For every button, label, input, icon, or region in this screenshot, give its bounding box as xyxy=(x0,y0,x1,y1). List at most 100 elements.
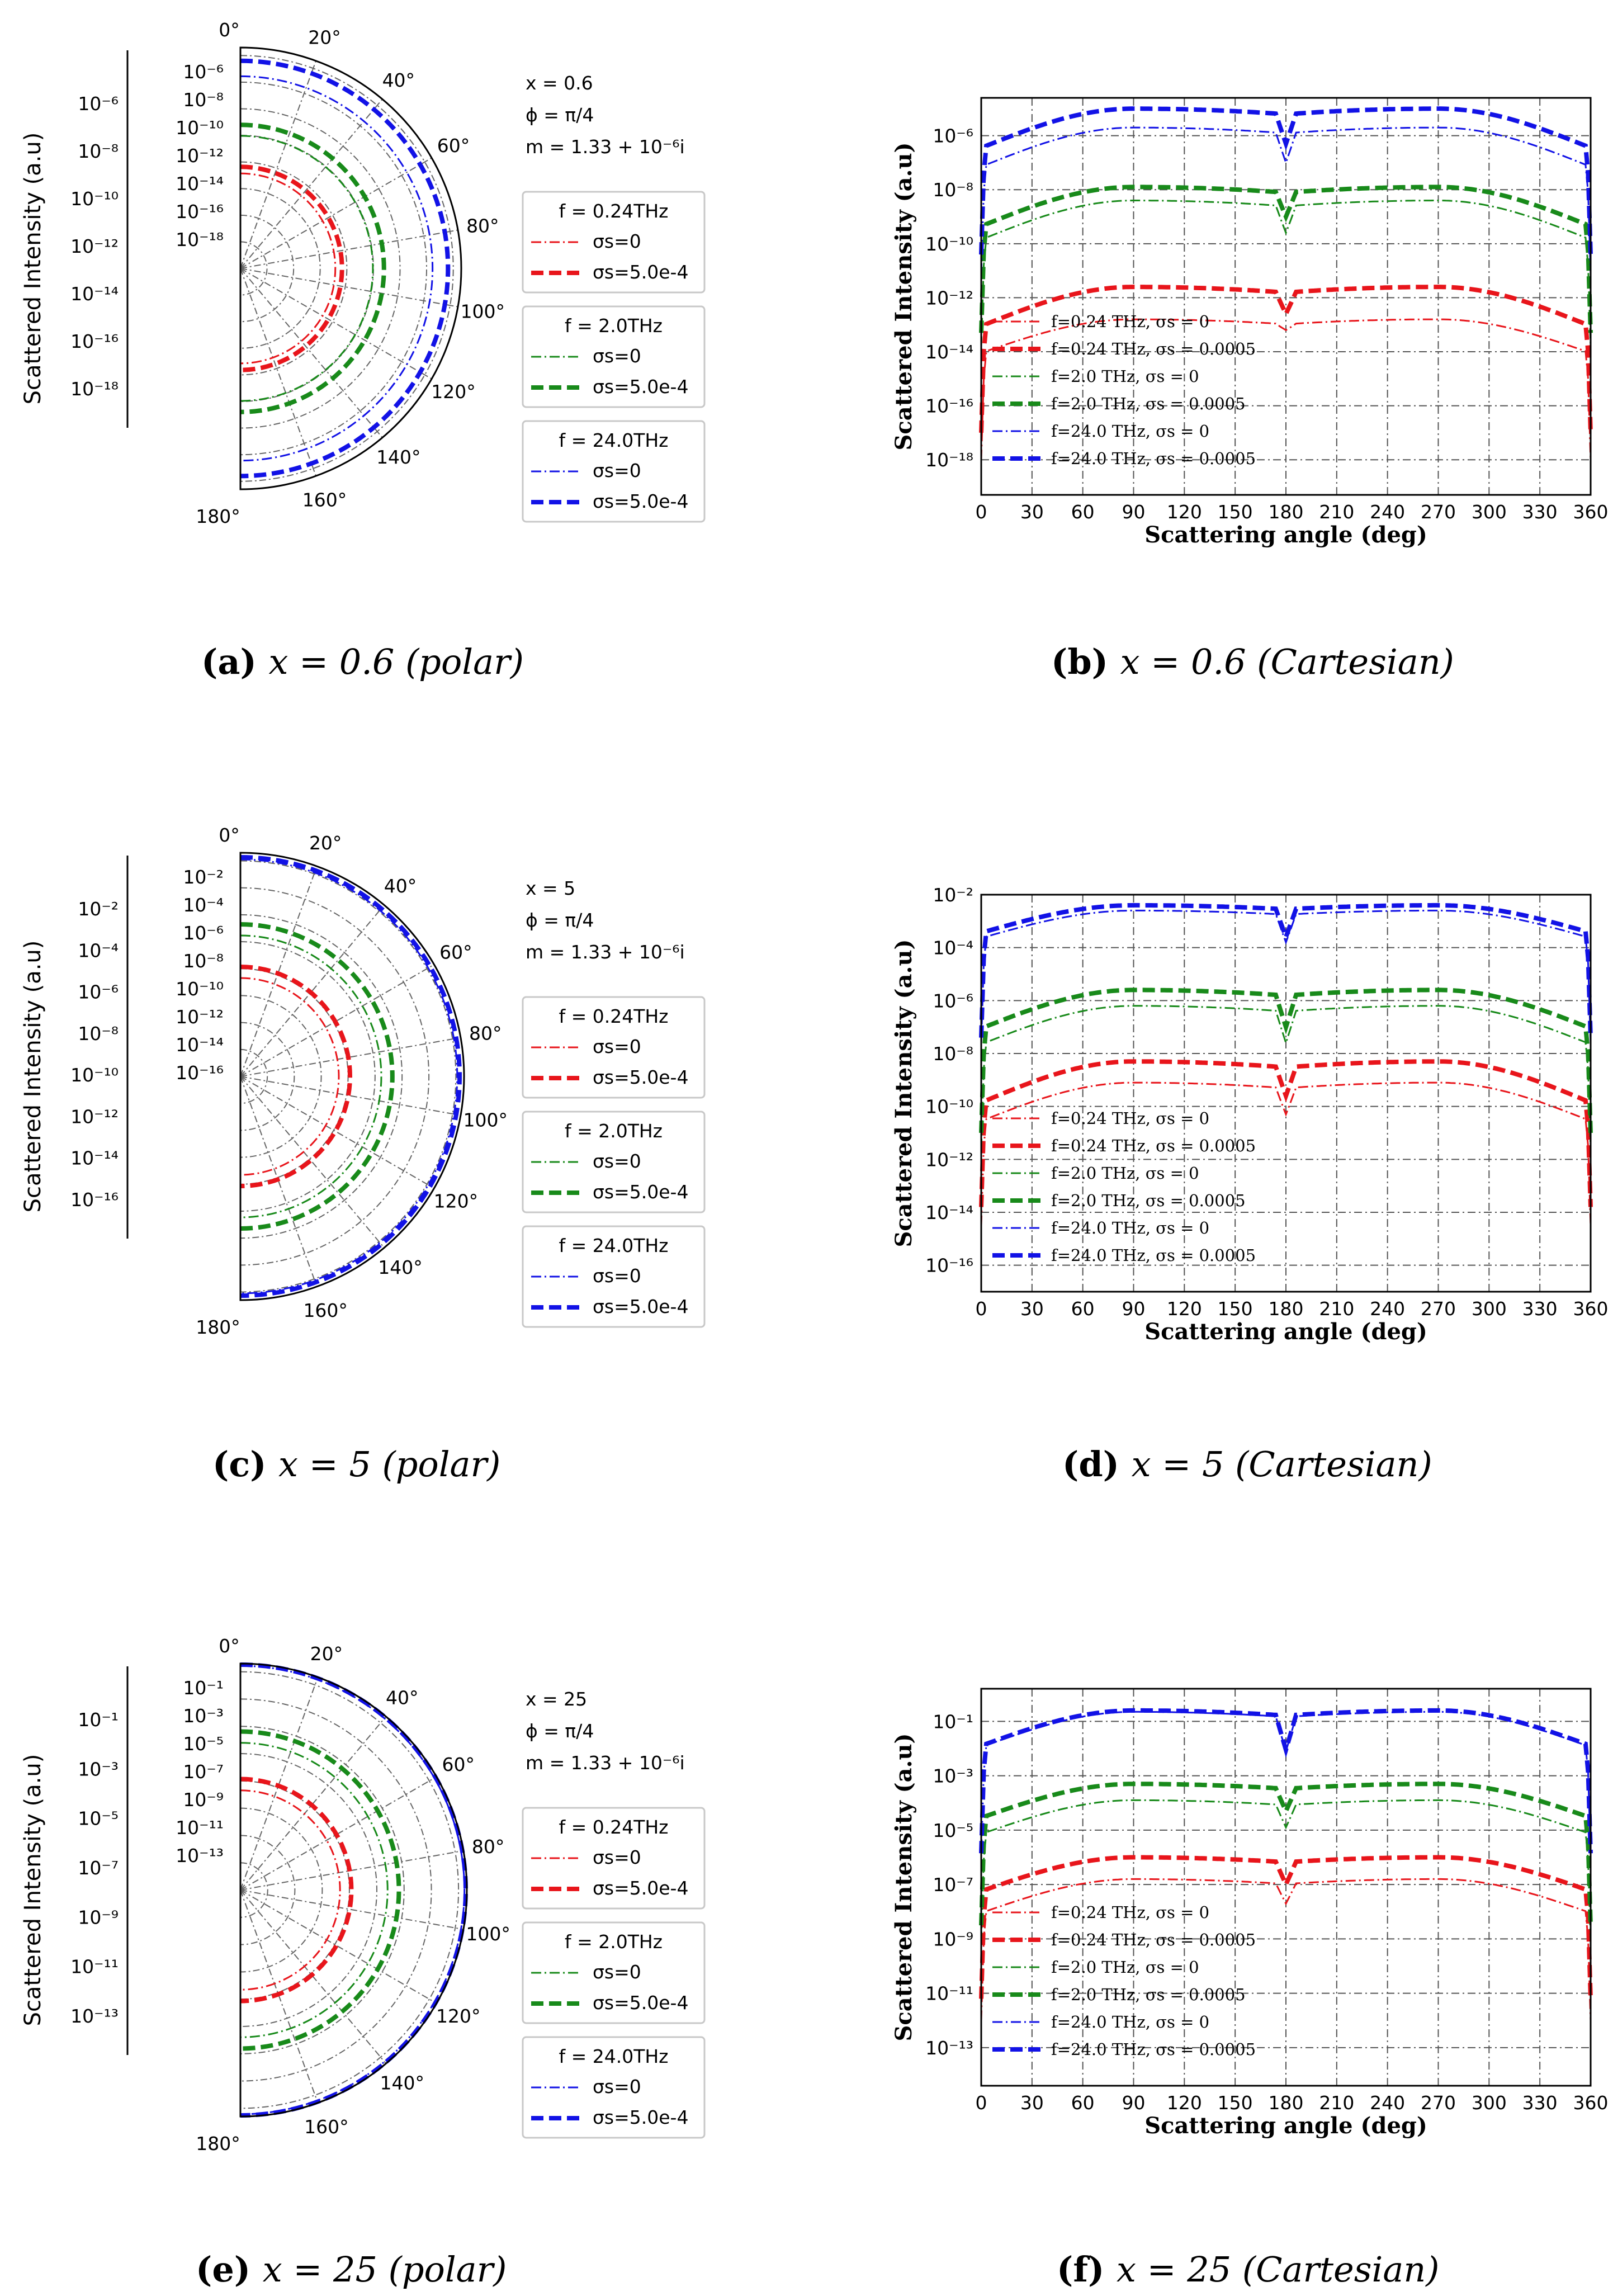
polar-grid-spoke xyxy=(240,1850,464,1891)
outer-y-tick: 10⁻¹⁰ xyxy=(70,1064,119,1086)
polar-grid-ring xyxy=(240,108,401,429)
x-tick-label: 330 xyxy=(1522,501,1558,523)
polar-plot-a: 10⁻⁶ 10⁻⁸ 10⁻¹⁰ 10⁻¹² 10⁻¹⁴ 10⁻¹⁶ 10⁻¹⁸ Scatter… xyxy=(20,19,706,527)
radial-tick: 10⁻⁵ xyxy=(183,1733,224,1755)
radial-tick: 10⁻¹⁶ xyxy=(176,1062,224,1084)
caption-kind: (polar) xyxy=(389,2249,507,2290)
series-line xyxy=(979,988,1593,1133)
legend-box xyxy=(522,305,706,408)
polar-series-curve xyxy=(240,75,434,462)
outer-y-tick: 10⁻² xyxy=(78,898,119,920)
legend-entry: σs=5.0e-4 xyxy=(593,1296,688,1317)
angle-label: 20° xyxy=(310,1643,343,1665)
legend-box xyxy=(522,1921,706,2024)
legend-entry: f=0.24 THz, σs = 0.0005 xyxy=(1051,1930,1256,1949)
annotation-line: x = 0.6 xyxy=(526,72,593,94)
series-line xyxy=(979,1782,1593,1926)
radial-tick: 10⁻⁷ xyxy=(183,1761,224,1783)
legend-box xyxy=(522,2036,706,2139)
y-tick-label: 10⁻⁸ xyxy=(933,179,973,201)
x-tick-label: 90 xyxy=(1122,1298,1146,1320)
angle-label: 100° xyxy=(463,1109,508,1131)
y-tick-label: 10⁻¹⁶ xyxy=(925,1255,973,1277)
outer-y-tick: 10⁻⁷ xyxy=(78,1857,119,1879)
polar-grid-spoke xyxy=(240,1889,319,2103)
legend-title: f = 2.0THz xyxy=(565,315,663,337)
y-tick-label: 10⁻⁹ xyxy=(933,1928,973,1950)
caption-text: x = 25 xyxy=(1117,2249,1242,2290)
x-tick-label: 210 xyxy=(1319,1298,1354,1320)
polar-grid-ring xyxy=(240,1835,296,1945)
legend-box xyxy=(522,1807,706,1910)
polar-grid-spoke xyxy=(240,268,317,476)
angle-label: 0° xyxy=(219,1635,240,1657)
legend-box xyxy=(522,420,706,523)
x-tick-label: 270 xyxy=(1421,501,1456,523)
caption-letter: (c) xyxy=(212,1444,278,1485)
polar-series-curve xyxy=(240,922,395,1231)
outer-y-tick: 10⁻⁸ xyxy=(78,140,119,162)
legend-box xyxy=(522,191,706,294)
polar-plot-c: 10⁻² 10⁻⁴ 10⁻⁶ 10⁻⁸ 10⁻¹⁰ 10⁻¹² 10⁻¹⁴ 10⁻¹⁶ Scat… xyxy=(20,824,706,1338)
series-line xyxy=(980,1799,1592,1942)
outer-y-tick: 10⁻¹⁴ xyxy=(70,283,119,305)
angle-label: 100° xyxy=(461,300,505,322)
x-tick-label: 360 xyxy=(1573,2092,1609,2114)
legend-entry: f=24.0 THz, σs = 0 xyxy=(1051,422,1209,441)
outer-y-tick: 10⁻⁸ xyxy=(78,1023,119,1045)
y-axis-label: Scattered Intensity (a.u) xyxy=(20,941,46,1213)
y-tick-label: 10⁻⁵ xyxy=(933,1820,973,1841)
polar-series-curve xyxy=(240,58,451,479)
outer-y-tick: 10⁻¹⁴ xyxy=(70,1147,119,1169)
caption-text: x = 0.6 xyxy=(1120,641,1257,682)
legend-entry: f=0.24 THz, σs = 0.0005 xyxy=(1051,1136,1256,1155)
legend-entry: f=2.0 THz, σs = 0 xyxy=(1051,367,1199,386)
legend-entry: f=0.24 THz, σs = 0.0005 xyxy=(1051,339,1256,358)
y-tick-label: 10⁻¹¹ xyxy=(925,1983,973,2005)
caption-f: (f) x = 25 (Cartesian) xyxy=(1057,2249,1439,2290)
caption-text: x = 5 xyxy=(278,1444,382,1485)
series-line xyxy=(979,285,1593,433)
angle-label: 80° xyxy=(472,1836,505,1858)
polar-grid-spoke xyxy=(240,60,317,269)
angle-label: 40° xyxy=(384,875,417,897)
outer-y-tick: 10⁻¹² xyxy=(70,235,119,257)
y-tick-label: 10⁻¹² xyxy=(925,1149,973,1170)
angle-label: 60° xyxy=(439,942,472,963)
polar-series-curve xyxy=(240,855,462,1298)
radial-tick: 10⁻¹² xyxy=(176,145,224,167)
polar-grid-ring xyxy=(240,161,348,376)
caption-letter: (b) xyxy=(1051,641,1120,682)
x-tick-label: 180 xyxy=(1269,1298,1304,1320)
polar-grid-ring xyxy=(240,1022,295,1131)
outer-y-tick: 10⁻⁶ xyxy=(78,93,119,115)
plot-frame xyxy=(980,1688,1592,2087)
angle-label: 40° xyxy=(386,1686,419,1708)
angle-label: 140° xyxy=(380,2072,425,2094)
x-tick-label: 240 xyxy=(1370,501,1405,523)
y-axis-label: Scattered Intensity (a.u) xyxy=(20,133,46,405)
radial-tick: 10⁻¹⁶ xyxy=(176,201,224,223)
y-tick-label: 10⁻⁸ xyxy=(933,1043,973,1065)
radial-tick: 10⁻¹² xyxy=(176,1006,224,1028)
polar-grid-ring xyxy=(240,1698,432,2082)
x-tick-label: 270 xyxy=(1421,1298,1456,1320)
x-tick-label: 60 xyxy=(1071,501,1095,523)
x-tick-label: 150 xyxy=(1218,1298,1253,1320)
outer-y-tick: 10⁻⁴ xyxy=(78,939,119,961)
legend-entry: σs=0 xyxy=(593,460,641,481)
angle-label: 120° xyxy=(436,2005,481,2027)
x-tick-label: 90 xyxy=(1122,501,1146,523)
radial-tick: 10⁻⁶ xyxy=(183,61,224,83)
polar-grid-spoke xyxy=(240,1677,319,1891)
x-tick-label: 150 xyxy=(1218,501,1253,523)
x-tick-label: 60 xyxy=(1071,2092,1095,2114)
cartesian-plot-d: 0 30 60 90 120 150 180 210 240 270 300 330 360 10⁻² 10… xyxy=(891,884,1609,1345)
legend-entry: f=0.24 THz, σs = 0 xyxy=(1051,1903,1209,1922)
annotation-line: x = 5 xyxy=(526,877,575,899)
legend-entry: f=2.0 THz, σs = 0 xyxy=(1051,1958,1199,1977)
polar-grid-spoke xyxy=(240,157,432,269)
polar-grid-spoke xyxy=(240,1776,437,1891)
annotation-line: m = 1.33 + 10⁻⁶i xyxy=(526,1752,685,1774)
